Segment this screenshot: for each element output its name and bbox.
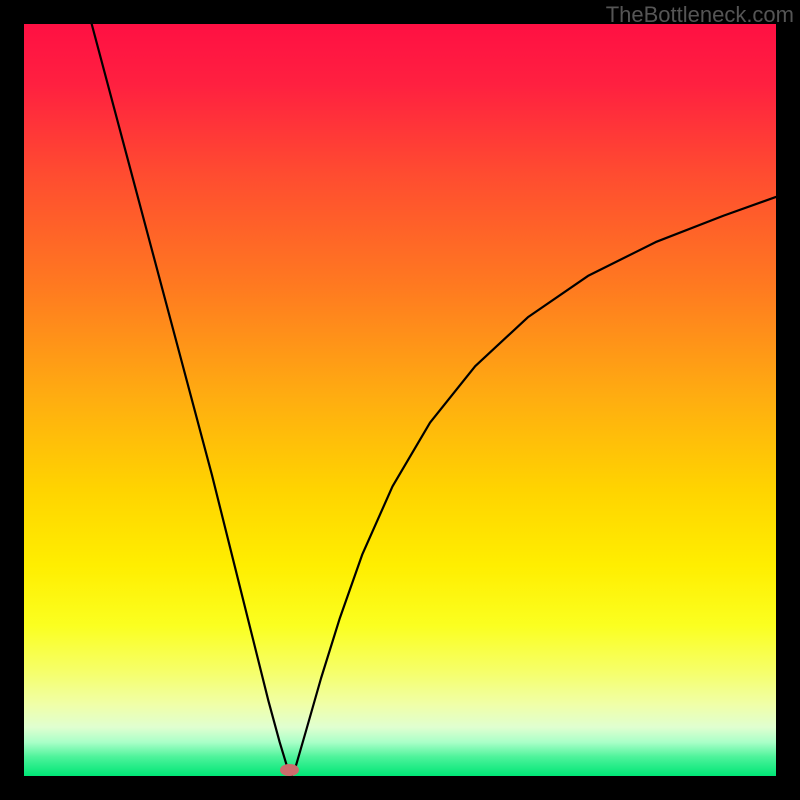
plot-area xyxy=(24,24,776,776)
optimal-point-marker xyxy=(280,764,298,776)
bottleneck-curve xyxy=(24,24,776,776)
watermark-text: TheBottleneck.com xyxy=(606,2,794,28)
chart-frame: TheBottleneck.com xyxy=(0,0,800,800)
curve-right-branch xyxy=(292,197,776,776)
curve-left-branch xyxy=(92,24,292,776)
